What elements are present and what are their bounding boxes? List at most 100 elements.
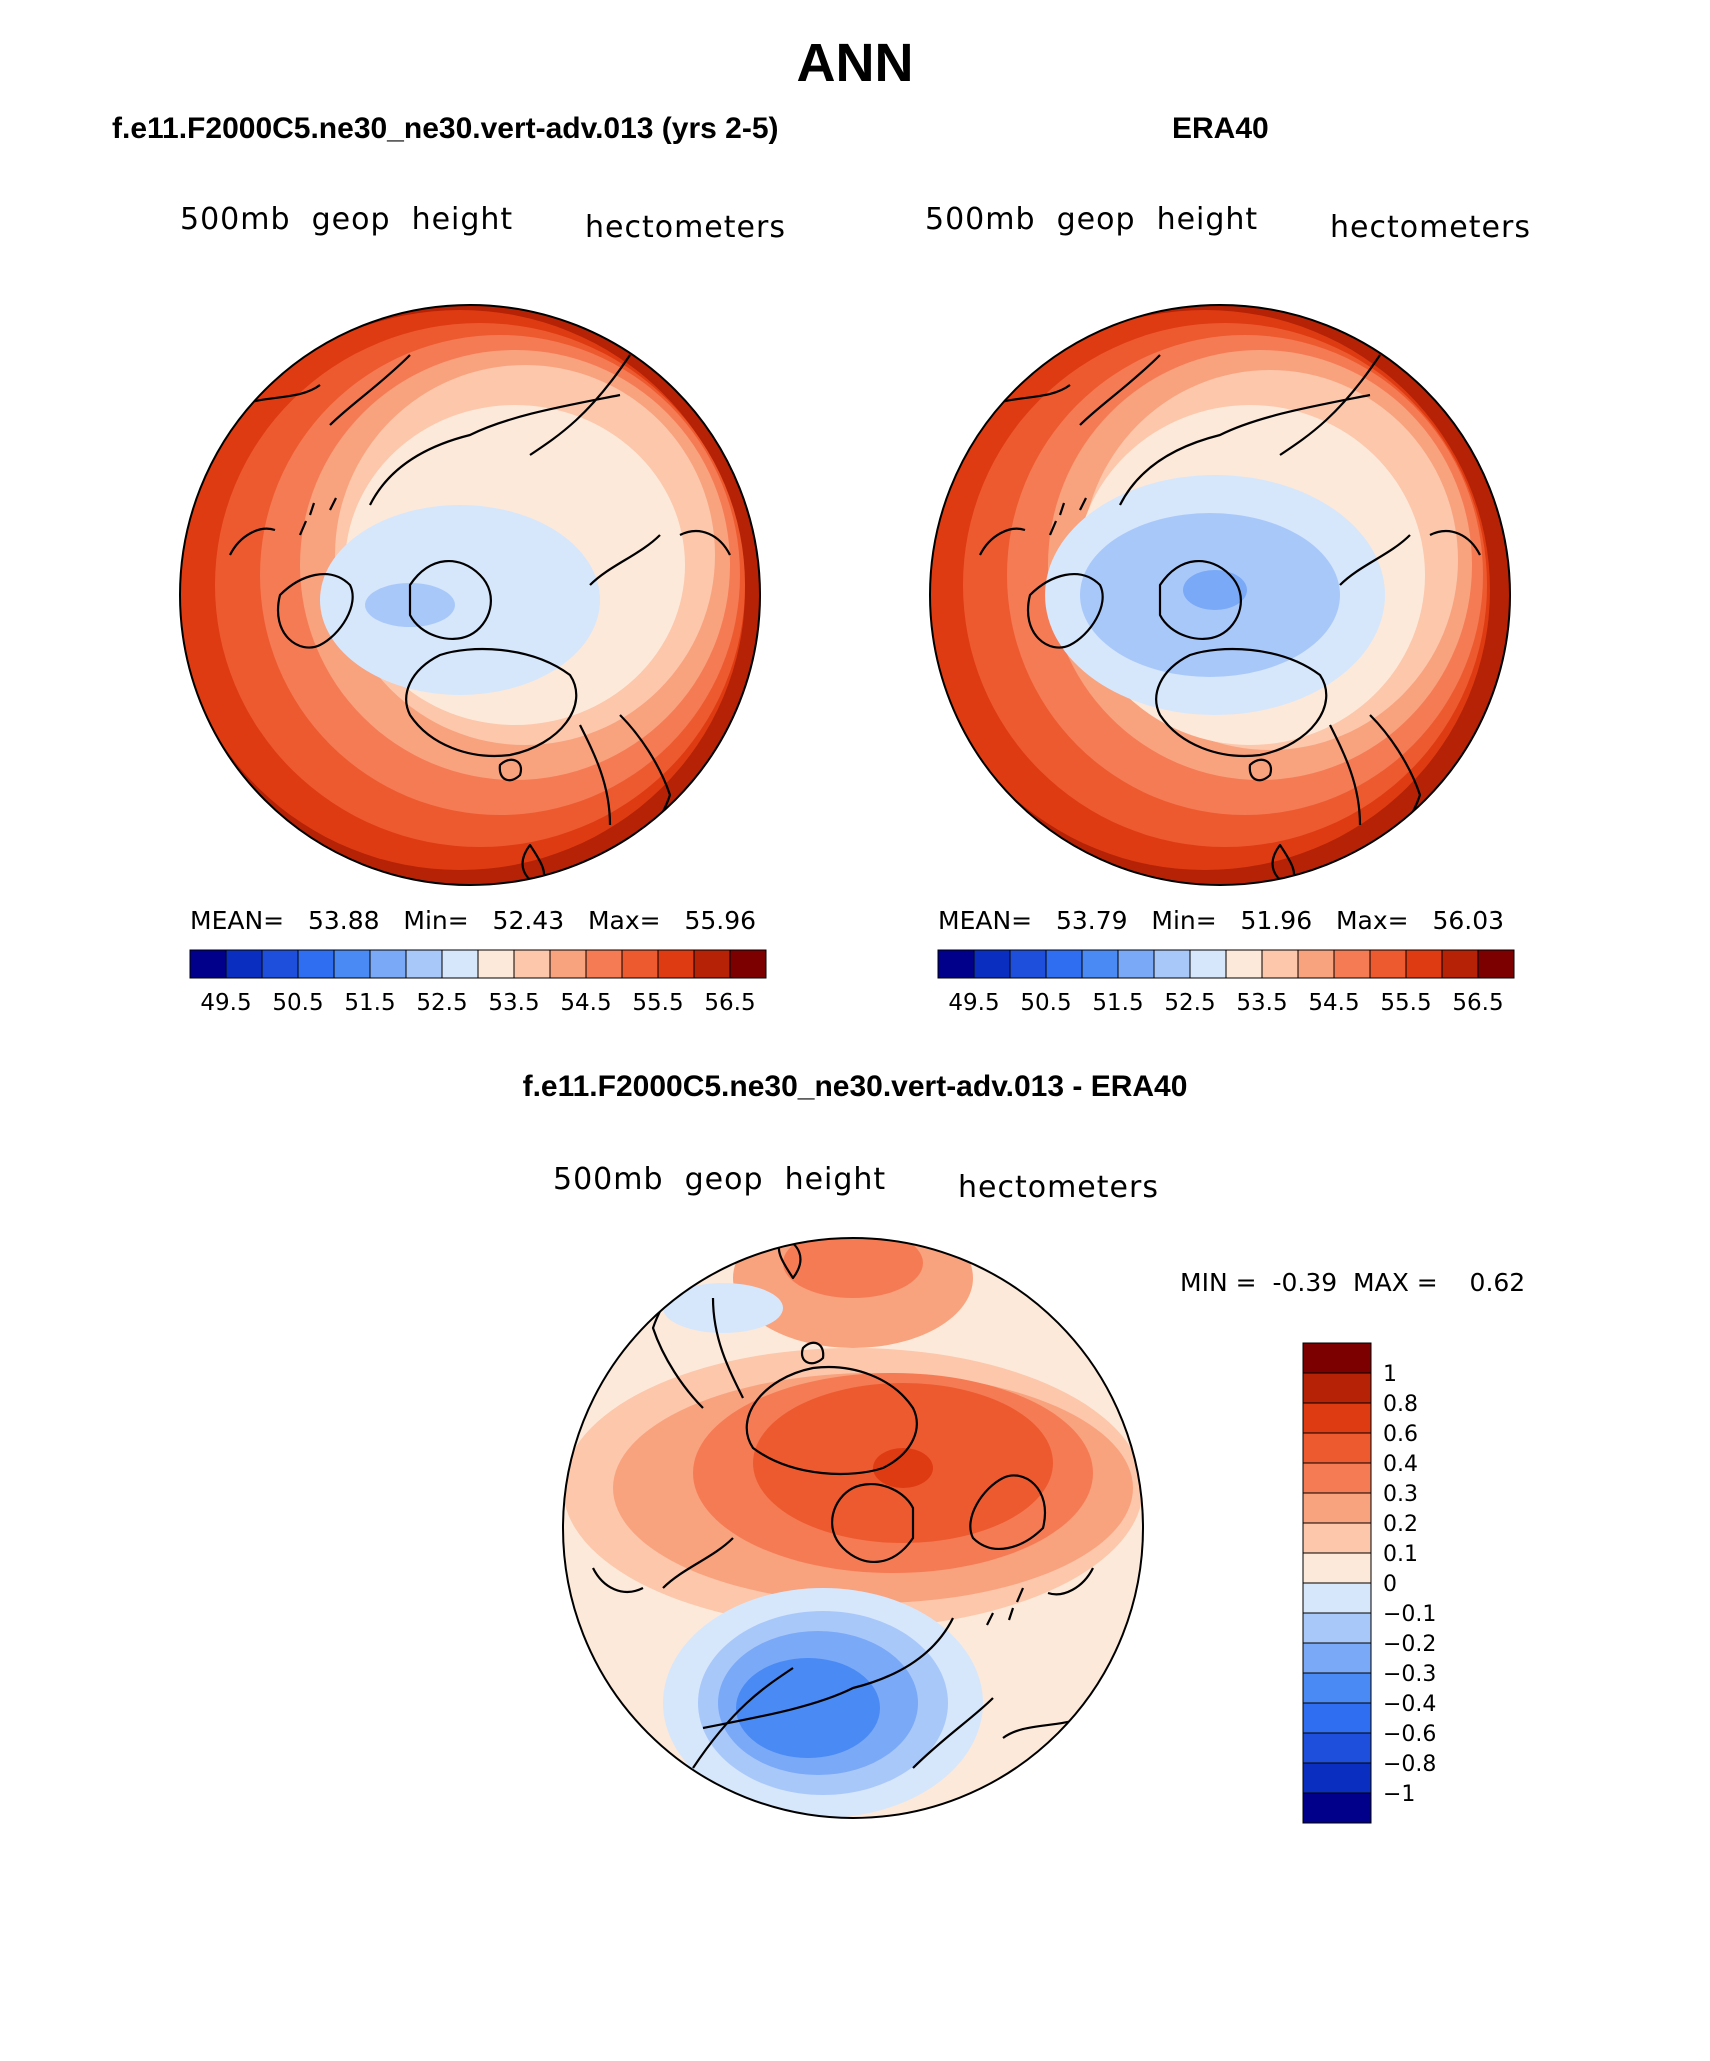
diff-colorbar-tick-label: −0.2 <box>1383 1632 1436 1657</box>
diff-units-label: hectometers <box>958 1170 1159 1205</box>
model-colorbar-swatch <box>369 949 407 979</box>
diff-colorbar-swatch <box>1302 1732 1372 1764</box>
obs-max-value: 56.03 <box>1432 906 1505 935</box>
obs-colorbar-swatch <box>1477 949 1515 979</box>
diff-max-label: MAX = <box>1353 1268 1438 1297</box>
model-colorbar-swatch <box>657 949 695 979</box>
model-colorbar-swatch <box>729 949 767 979</box>
model-min-label: Min= <box>403 906 469 935</box>
model-colorbar-tick-label: 49.5 <box>200 990 251 1016</box>
obs-colorbar-swatch <box>1117 949 1155 979</box>
diff-colorbar-tick-label: −0.1 <box>1383 1602 1436 1627</box>
diff-colorbar-swatch <box>1302 1762 1372 1794</box>
diff-colorbar-swatch <box>1302 1492 1372 1524</box>
diff-min-label: MIN = <box>1180 1268 1257 1297</box>
model-colorbar-swatch <box>441 949 479 979</box>
obs-colorbar-tick-label: 53.5 <box>1236 990 1287 1016</box>
diff-colorbar-swatch <box>1302 1432 1372 1464</box>
model-colorbar-tick-label: 52.5 <box>416 990 467 1016</box>
obs-colorbar-tick-label: 51.5 <box>1092 990 1143 1016</box>
model-colorbar-tick-label: 55.5 <box>632 990 683 1016</box>
obs-colorbar-swatch <box>1009 949 1047 979</box>
diff-panel-title: f.e11.F2000C5.ne30_ne30.vert-adv.013 - E… <box>522 1070 1188 1103</box>
diff-colorbar-swatch <box>1302 1612 1372 1644</box>
diff-colorbar-swatch <box>1302 1372 1372 1404</box>
model-colorbar-tick-label: 51.5 <box>344 990 395 1016</box>
model-colorbar-swatch <box>189 949 227 979</box>
diff-max-core <box>873 1448 933 1488</box>
obs-colorbar-swatch <box>1333 949 1371 979</box>
diff-colorbar-swatch <box>1302 1582 1372 1614</box>
model-low-core <box>320 505 600 695</box>
obs-low-core <box>1183 570 1247 610</box>
model-colorbar-swatch <box>477 949 515 979</box>
model-stats: MEAN= 53.88 Min= 52.43 Max= 55.96 <box>190 906 756 935</box>
model-colorbar: 49.5 50.5 51.5 52.5 53.5 54.5 55.5 56.5 <box>189 949 767 1016</box>
obs-colorbar-tick-label: 49.5 <box>948 990 999 1016</box>
model-colorbar-swatch <box>621 949 659 979</box>
obs-max-label: Max= <box>1335 906 1409 935</box>
obs-colorbar-swatch <box>1297 949 1335 979</box>
model-units-label: hectometers <box>585 210 786 245</box>
obs-colorbar-swatch <box>1369 949 1407 979</box>
model-colorbar-tick-label: 53.5 <box>488 990 539 1016</box>
model-mean-value: 53.88 <box>307 906 380 935</box>
obs-map-border <box>929 304 1511 886</box>
model-colorbar-swatch <box>297 949 335 979</box>
obs-colorbar: 49.5 50.5 51.5 52.5 53.5 54.5 55.5 56.5 <box>937 949 1515 1016</box>
diff-variable-label: 500mb geop height <box>553 1162 887 1197</box>
diff-colorbar-tick-label: 0.1 <box>1383 1542 1418 1567</box>
obs-min-value: 51.96 <box>1240 906 1313 935</box>
diff-colorbar-tick-label: −0.3 <box>1383 1662 1436 1687</box>
obs-mean-label: MEAN= <box>938 906 1033 935</box>
obs-colorbar-swatch <box>1441 949 1479 979</box>
diff-colorbar-tick-label: 0.6 <box>1383 1422 1418 1447</box>
obs-variable-label: 500mb geop height <box>925 202 1259 237</box>
diff-colorbar-swatch <box>1302 1702 1372 1734</box>
diff-colorbar-tick-label: 1 <box>1383 1362 1397 1387</box>
model-colorbar-swatch <box>549 949 587 979</box>
obs-colorbar-swatch <box>1405 949 1443 979</box>
obs-colorbar-tick-label: 52.5 <box>1164 990 1215 1016</box>
diff-min-core <box>736 1658 880 1758</box>
diff-min-value: -0.39 <box>1272 1268 1338 1297</box>
diff-colorbar-swatch <box>1302 1792 1372 1824</box>
diff-stats: MIN = -0.39 MAX = 0.62 <box>1180 1268 1525 1297</box>
obs-colorbar-swatch <box>1153 949 1191 979</box>
diff-colorbar-tick-label: 0.8 <box>1383 1392 1418 1417</box>
model-colorbar-tick-label: 56.5 <box>704 990 755 1016</box>
model-mean-label: MEAN= <box>190 906 285 935</box>
obs-colorbar-tick-label: 54.5 <box>1308 990 1359 1016</box>
model-map-border <box>179 304 761 886</box>
model-colorbar-swatch <box>261 949 299 979</box>
obs-min-label: Min= <box>1151 906 1217 935</box>
model-map <box>179 304 761 886</box>
model-min-value: 52.43 <box>492 906 565 935</box>
obs-mean-value: 53.79 <box>1055 906 1128 935</box>
diff-colorbar-tick-label: −0.8 <box>1383 1752 1436 1777</box>
diff-colorbar-tick-label: 0.3 <box>1383 1482 1418 1507</box>
model-max-value: 55.96 <box>684 906 757 935</box>
diff-max-value: 0.62 <box>1469 1268 1526 1297</box>
obs-colorbar-swatch <box>1045 949 1083 979</box>
diff-colorbar-tick-label: −0.4 <box>1383 1692 1436 1717</box>
diff-map-border <box>562 1237 1144 1819</box>
diff-colorbar-tick-label: −0.6 <box>1383 1722 1436 1747</box>
obs-colorbar-swatch <box>973 949 1011 979</box>
main-title: ANN <box>796 33 914 93</box>
obs-colorbar-tick-label: 56.5 <box>1452 990 1503 1016</box>
model-variable-label: 500mb geop height <box>180 202 514 237</box>
diff-colorbar-swatch <box>1302 1462 1372 1494</box>
diff-colorbar-swatch <box>1302 1552 1372 1584</box>
obs-colorbar-swatch <box>1261 949 1299 979</box>
obs-colorbar-tick-label: 55.5 <box>1380 990 1431 1016</box>
obs-colorbar-tick-label: 50.5 <box>1020 990 1071 1016</box>
model-colorbar-swatch <box>225 949 263 979</box>
obs-colorbar-swatch <box>1225 949 1263 979</box>
obs-colorbar-swatch <box>937 949 975 979</box>
diff-colorbar-tick-label: −1 <box>1383 1782 1415 1807</box>
diff-colorbar-swatch <box>1302 1342 1372 1374</box>
diff-colorbar-tick-label: 0.2 <box>1383 1512 1418 1537</box>
obs-colorbar-swatch <box>1189 949 1227 979</box>
